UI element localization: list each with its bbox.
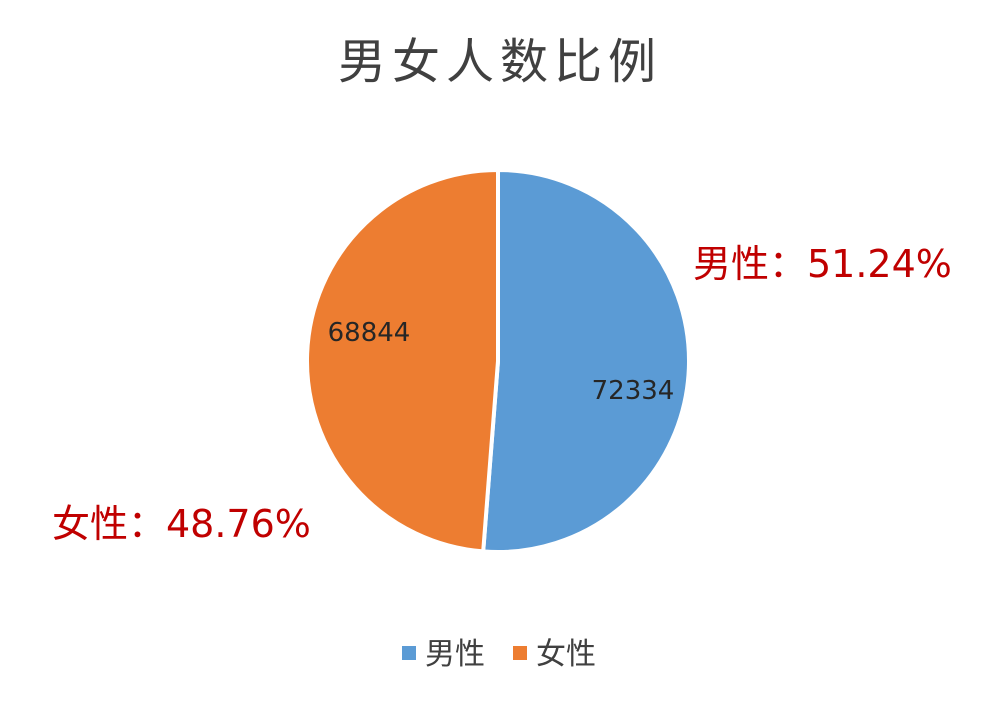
percent-label-female: 女性：48.76% — [52, 502, 311, 546]
legend: 男性 女性 — [402, 637, 596, 672]
legend-label-male: 男性 — [425, 637, 485, 672]
percent-label-male: 男性：51.24% — [693, 242, 952, 286]
slice-value-labels: 72334 68844 — [328, 318, 675, 406]
pie-slice-female — [305, 168, 500, 554]
pie-slice-male — [481, 168, 691, 554]
slice-value-female: 68844 — [328, 318, 411, 348]
pie-slices — [305, 168, 691, 554]
slice-value-male: 72334 — [592, 376, 675, 406]
percent-labels: 男性：51.24% 女性：48.76% — [52, 242, 952, 546]
chart-title: 男女人数比例 — [338, 34, 662, 90]
legend-swatch-male — [402, 646, 416, 660]
legend-label-female: 女性 — [536, 637, 596, 672]
legend-swatch-female — [513, 646, 527, 660]
